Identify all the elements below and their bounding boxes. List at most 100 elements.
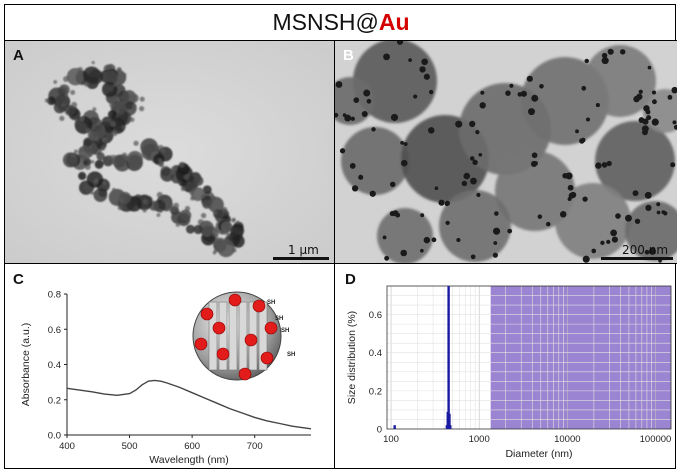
gold-nanoparticle [591,248,597,254]
gold-nanoparticle [600,240,605,245]
thiol-label: SH [275,316,283,322]
gold-nanoparticle [601,57,609,65]
gold-nanoparticle [601,162,608,168]
gold-nanoparticle [463,172,471,180]
gold-nanoparticle [579,138,585,144]
panel-b-image [335,41,677,263]
particle-fringe [200,212,207,219]
gold-nanoparticle [351,185,359,192]
gold-nanoparticle [644,191,652,199]
x-tick-label: 600 [184,441,200,452]
gold-nanoparticle [667,94,673,100]
particle-fringe [113,82,118,87]
gold-nanoparticle [363,89,371,97]
distribution-bar [393,425,396,429]
gold-nanoparticle [651,118,659,126]
gold-nanoparticle [361,111,368,118]
silica-sphere [341,127,409,195]
column-divider [334,40,335,469]
gold-nanoparticle [431,237,437,243]
particle-fringe [225,238,230,242]
gold-nanoparticle [382,235,387,240]
pore-channel [228,301,238,371]
panel-d-chart: 0 0.2 0.4 0.6 100 1000 10000 100000 Diameter (nm… [346,285,672,460]
gold-nanoparticle [366,98,372,104]
particle-fringe [143,199,148,204]
x-axis-label: Diameter (nm) [505,448,572,460]
particle-fringe [111,187,116,192]
y-tick-label: 0.8 [48,290,61,301]
panel-a-letter: A [13,47,24,64]
gold-nanoparticle [438,199,445,206]
particle-cluster [66,68,85,86]
particle-fringe [79,116,85,122]
gold-nanoparticle [531,94,539,102]
gold-nanoparticle [369,190,376,197]
gold-nanoparticle [672,120,677,125]
silica-sphere [353,41,437,123]
particle-cluster [179,209,192,222]
panel-b-scale-bar [601,257,673,260]
gold-particle-icon [244,333,258,347]
particle-fringe [116,74,123,81]
gold-nanoparticle [444,200,451,206]
particle-fringe [158,208,163,213]
gold-nanoparticle [339,148,346,154]
gold-nanoparticle [408,58,412,62]
particle-fringe [142,208,147,213]
gold-nanoparticle [632,190,639,197]
particle-fringe [156,213,161,217]
thiol-label: SH [287,352,295,358]
gold-nanoparticle [335,81,343,88]
particle-fringe [139,105,145,112]
particle-cluster [64,104,76,116]
particle-fringe [115,108,120,113]
thiol-label: SH [267,300,275,306]
panel-c-chart: 0.0 0.2 0.4 0.6 0.8 400 500 600 700 Wavelength (n… [20,290,312,466]
gold-nanoparticle [434,186,439,191]
gold-nanoparticle [634,218,641,224]
y-tick-label: 0.2 [48,395,61,406]
title-divider [5,40,677,41]
silica-sphere [377,208,433,263]
gold-nanoparticle [427,127,435,134]
title-suffix: Au [378,9,410,35]
particle-cluster [107,110,117,119]
gold-nanoparticle [663,211,668,216]
particle-fringe [221,206,228,213]
gold-nanoparticle [643,105,650,112]
particle-fringe [81,155,88,162]
y-tick-label: 0.6 [48,325,61,336]
x-tick-label: 100 [383,434,399,445]
gold-nanoparticle [559,210,567,218]
gold-nanoparticle [595,162,602,169]
particle-fringe [92,107,97,112]
x-tick-label: 10000 [554,434,580,445]
gold-nanoparticle [419,66,426,73]
particle-cluster [231,234,245,248]
particle-cluster [185,224,195,234]
particle-fringe [213,228,218,233]
row-divider [5,263,677,264]
particle-fringe [178,161,185,168]
distribution-bar [447,286,450,429]
particle-fringe [64,93,69,98]
gold-nanoparticle [389,181,396,188]
particle-fringe [184,205,191,212]
thiol-label: SH [281,328,289,334]
particle-fringe [87,151,94,157]
gold-nanoparticle [335,112,339,118]
gold-nanoparticle [349,163,356,169]
gold-nanoparticle [421,58,428,66]
gold-nanoparticle [647,65,652,70]
particle-cluster [103,70,119,86]
panel-a-scale-label: 1 µm [288,243,319,257]
gold-nanoparticle [565,172,573,180]
particle-cluster [101,81,118,98]
particle-fringe [190,196,195,201]
gold-nanoparticle [607,48,614,55]
gold-nanoparticle [395,212,401,218]
particle-fringe [109,102,115,108]
gold-nanoparticle [358,174,364,180]
particle-fringe [112,161,117,166]
